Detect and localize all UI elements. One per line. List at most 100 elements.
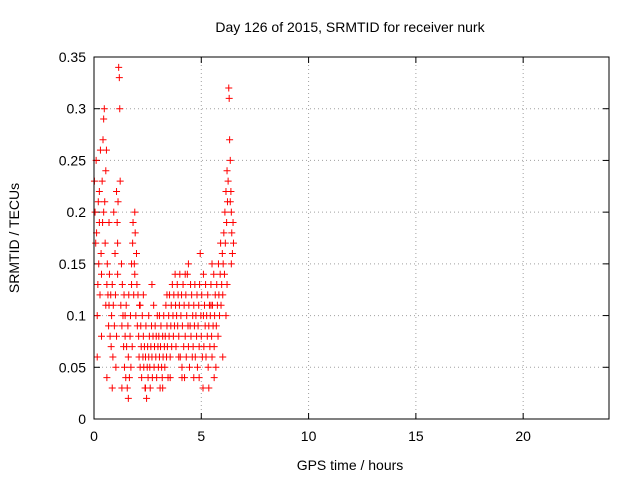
data-point [93, 353, 101, 361]
data-point [193, 363, 201, 371]
data-point [114, 270, 122, 278]
data-point [115, 63, 123, 71]
y-tick-label: 0.3 [67, 101, 87, 117]
data-point [94, 198, 102, 206]
data-point [131, 208, 139, 216]
data-point [106, 332, 114, 340]
data-point [145, 312, 153, 320]
data-point [175, 332, 183, 340]
data-point [111, 291, 119, 299]
data-point [226, 198, 234, 206]
data-point [155, 312, 163, 320]
data-point [223, 218, 231, 226]
data-point [116, 105, 124, 113]
data-point [225, 84, 233, 92]
data-point [179, 281, 187, 289]
data-point [181, 270, 189, 278]
y-tick-label: 0.15 [59, 256, 86, 272]
x-tick-label: 5 [197, 428, 205, 444]
data-points [90, 63, 237, 402]
data-point [122, 301, 130, 309]
data-point [214, 332, 222, 340]
data-point [108, 384, 116, 392]
data-point [229, 239, 237, 247]
data-point [172, 343, 180, 351]
data-point [136, 301, 144, 309]
data-point [116, 177, 124, 185]
data-point [199, 270, 207, 278]
data-point [110, 322, 118, 330]
data-point [204, 291, 212, 299]
data-point [102, 146, 110, 154]
data-point [210, 270, 218, 278]
y-tick-label: 0.05 [59, 359, 86, 375]
data-point [139, 291, 147, 299]
data-point [223, 167, 231, 175]
x-tick-label: 0 [90, 428, 98, 444]
data-point [150, 301, 158, 309]
data-point [228, 229, 236, 237]
data-point [178, 363, 186, 371]
data-point [124, 353, 132, 361]
data-point [217, 301, 225, 309]
data-point [189, 343, 197, 351]
data-point [208, 260, 216, 268]
data-point [142, 384, 149, 392]
data-point [228, 250, 236, 258]
data-point [114, 198, 122, 206]
y-tick-label: 0.35 [59, 49, 86, 65]
data-point [110, 208, 118, 216]
data-point [107, 343, 115, 351]
data-point [163, 291, 171, 299]
data-point [219, 291, 227, 299]
data-point [175, 353, 183, 361]
plot-border [93, 56, 610, 420]
data-point [113, 218, 121, 226]
data-point [92, 239, 100, 247]
data-point [182, 353, 190, 361]
data-point [226, 156, 234, 164]
data-point [222, 312, 230, 320]
data-point [200, 343, 208, 351]
data-point [105, 270, 113, 278]
data-point [114, 239, 122, 247]
y-tick-label: 0 [78, 411, 86, 427]
data-point [95, 187, 103, 195]
data-point [100, 105, 108, 113]
data-point [100, 115, 108, 123]
data-point [117, 260, 125, 268]
data-point [108, 312, 116, 320]
data-point [126, 332, 134, 340]
data-point [220, 229, 228, 237]
data-point [132, 250, 140, 258]
data-point [105, 218, 113, 226]
data-point [212, 322, 220, 330]
data-point [102, 301, 110, 309]
data-point [139, 332, 147, 340]
data-point [226, 136, 234, 144]
data-point [219, 260, 227, 268]
data-point [108, 281, 116, 289]
data-point [218, 250, 226, 258]
data-point [227, 208, 235, 216]
data-point [202, 353, 210, 361]
x-tick-label: 20 [515, 428, 531, 444]
data-point [118, 384, 126, 392]
data-point [133, 281, 141, 289]
data-point [111, 250, 119, 258]
data-point [93, 312, 101, 320]
data-point [100, 208, 108, 216]
data-point [210, 374, 218, 382]
x-axis-title: GPS time / hours [297, 457, 404, 473]
data-point [221, 239, 229, 247]
data-point [98, 177, 106, 185]
data-point [196, 250, 204, 258]
data-point [204, 363, 212, 371]
data-point [159, 384, 167, 392]
data-point [99, 136, 107, 144]
data-point [115, 74, 123, 82]
data-point [128, 260, 136, 268]
data-point [183, 312, 191, 320]
data-point [220, 270, 228, 278]
